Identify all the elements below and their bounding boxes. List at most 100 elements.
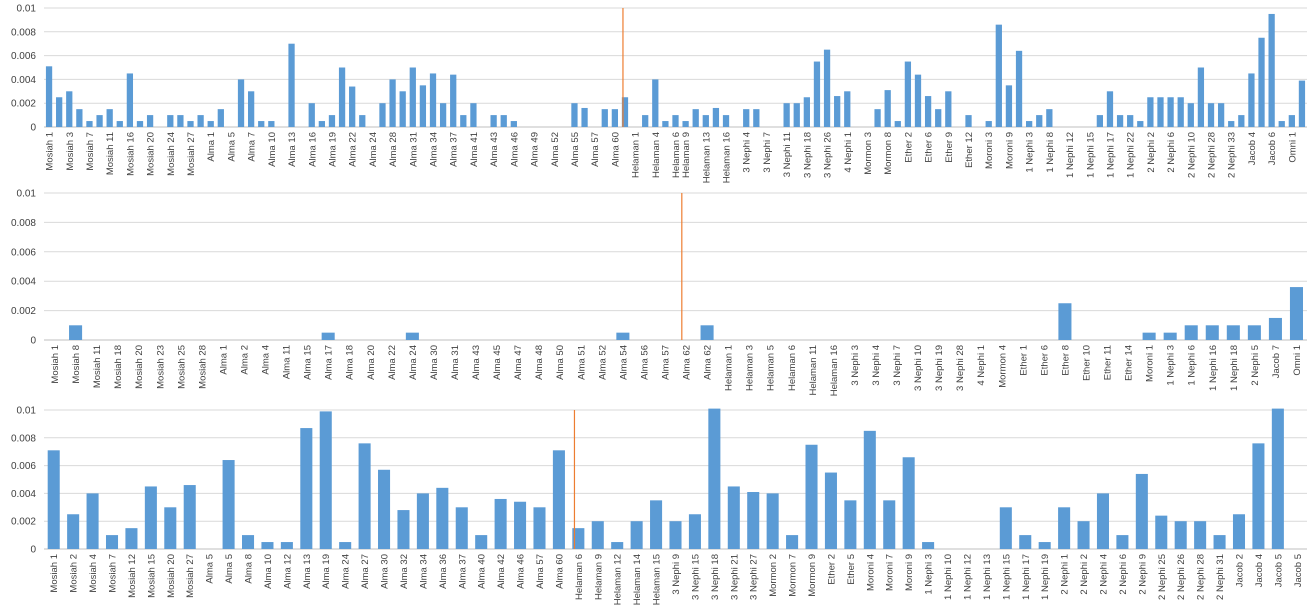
bar [1157,97,1164,127]
bar [793,103,800,127]
bar [217,109,224,127]
x-tick-label: Helaman 15 [652,554,663,605]
bar [389,79,396,127]
bar [630,521,643,549]
x-tick-label: 2 Nephi 4 [1098,554,1109,595]
x-tick-label: Ether 10 [1081,345,1092,381]
x-tick-label: Moroni 4 [865,554,876,591]
x-tick-label: Alma 30 [429,345,440,380]
bar [965,115,972,127]
x-tick-label: Alma 62 [703,345,714,380]
x-tick-label: Alma 19 [321,554,332,589]
x-tick-label: 1 Nephi 17 [1021,554,1032,600]
x-tick-label: 2 Nephi 2 [1146,132,1157,173]
x-tick-label: Helaman 4 [651,132,662,178]
x-tick-label: 2 Nephi 2 [1079,554,1090,595]
bar [803,97,810,127]
x-tick-label: Alma 62 [682,345,693,380]
bar [591,521,604,549]
bar [1226,325,1240,340]
x-tick-label: Alma 51 [576,345,587,380]
x-tick-label: Mosiah 20 [166,554,177,598]
bar [747,492,760,549]
x-tick-label: 3 Nephi 9 [671,554,682,595]
x-tick-label: Alma 43 [489,132,500,167]
bar [164,507,177,549]
bar [241,535,255,549]
x-tick-label: Alma 57 [590,132,601,167]
bar [207,121,214,127]
bar [136,121,144,127]
bar [126,73,134,127]
bar [692,109,699,127]
x-tick-label: Alma 10 [267,132,278,167]
x-tick-label: Mosiah 24 [166,132,177,176]
x-tick-label: Alma 2 [239,345,250,375]
x-tick-label: 1 Nephi 15 [1085,132,1096,178]
bar [125,528,138,549]
bar [1015,50,1023,128]
bar [844,500,857,549]
bar [1289,287,1304,340]
x-tick-label: 3 Nephi 4 [742,132,753,173]
x-tick-label: 1 Nephi 10 [943,554,954,600]
x-tick-label: 1 Nephi 3 [1166,345,1177,386]
bar [1058,303,1072,340]
y-tick-label: 0.006 [11,461,36,472]
x-tick-label: Ether 5 [846,554,857,585]
bar [902,457,915,549]
bar [187,121,194,127]
bar [700,325,714,340]
bar [349,86,356,127]
x-tick-label: Alma 49 [530,132,541,167]
x-tick-label: Ether 6 [924,132,935,163]
bar [288,43,295,128]
y-tick-label: 0.008 [11,218,36,229]
bar [1036,115,1043,127]
x-tick-label: 2 Nephi 5 [1250,345,1261,386]
y-tick-label: 0.008 [11,27,36,38]
bar [436,487,449,549]
bar [379,103,386,127]
x-tick-label: Alma 30 [380,554,391,589]
x-tick-label: 3 Nephi 7 [892,345,903,386]
bar [995,24,1002,127]
bar [86,493,99,549]
bar [222,460,235,549]
bar [642,115,649,127]
x-tick-label: Mosiah 7 [85,132,96,171]
bar [712,107,720,127]
bar [1205,325,1219,340]
x-tick-label: 1 Nephi 22 [1126,132,1137,178]
x-tick-label: 2 Nephi 6 [1118,554,1129,595]
x-tick-label: Alma 8 [244,554,255,584]
x-tick-label: Moroni 1 [1145,345,1156,382]
x-tick-label: Helaman 3 [745,345,756,391]
bar [429,73,437,127]
x-tick-label: Alma 20 [366,345,377,380]
bar [1116,115,1124,127]
x-tick-label: Alma 45 [492,345,503,380]
bar [116,121,123,127]
x-tick-label: Alma 52 [550,132,561,167]
bar [1197,67,1205,127]
x-tick-label: Helaman 9 [681,132,692,178]
x-tick-label: Mosiah 15 [146,554,157,598]
x-tick-label: 3 Nephi 10 [913,345,924,391]
bar [863,430,876,549]
bar-chart-bottom: 0 0.002 0.004 0.006 0.008 0.01 Mosiah 1 Mosiah … [11,406,1307,605]
bar [106,109,113,127]
x-tick-label: Ether 2 [903,132,914,163]
bar [1278,121,1285,127]
bar [1096,493,1110,549]
x-tick-label: Alma 50 [555,345,566,380]
bar [1026,121,1033,127]
bar [1252,443,1265,549]
x-tick-label: Omni 1 [1287,132,1298,163]
bar [1163,332,1177,340]
bar [813,61,821,127]
x-tick-label: Alma 1 [206,132,217,162]
x-tick-label: Mormon 3 [863,132,874,175]
bar [904,61,912,127]
x-tick-label: Alma 24 [341,554,352,589]
